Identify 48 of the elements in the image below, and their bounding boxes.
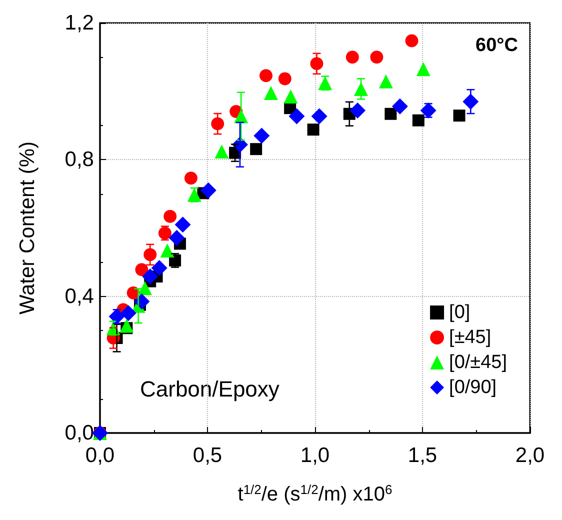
point [151, 260, 168, 276]
point [254, 128, 270, 144]
point [384, 108, 397, 120]
x-tick-label: 1,5 [408, 444, 438, 467]
point [370, 50, 384, 64]
point [142, 268, 158, 285]
point [259, 69, 272, 82]
y-tick-label: 0,4 [64, 284, 94, 308]
legend-label: [0/90] [449, 377, 497, 398]
point [278, 72, 292, 86]
point [138, 281, 152, 296]
legend-label: [±45] [449, 327, 492, 348]
point [453, 110, 466, 122]
point [264, 86, 278, 100]
legend-label: [0] [449, 302, 470, 323]
legend-label: [0/±45] [449, 352, 508, 373]
y-tick-label: 0,0 [64, 422, 94, 444]
y-tick-label: 0,8 [64, 148, 94, 172]
x-tick-label: 1,0 [300, 444, 330, 467]
point [392, 98, 408, 114]
point [160, 244, 174, 258]
annotation: Carbon/Epoxy [140, 376, 280, 402]
point [416, 62, 430, 76]
point [250, 143, 262, 156]
point [311, 108, 328, 124]
x-tick-label: 0,0 [85, 444, 115, 467]
point [135, 263, 148, 276]
y-tick-label: 1,2 [64, 12, 94, 34]
point [307, 124, 320, 136]
point [412, 114, 424, 126]
point [168, 230, 185, 246]
point [164, 210, 177, 223]
point [200, 182, 216, 198]
y-axis-title: Water Content (%) [16, 141, 39, 315]
point [378, 74, 393, 88]
point [184, 172, 198, 185]
point [174, 216, 191, 233]
point [350, 102, 366, 118]
point [120, 305, 136, 322]
point [120, 318, 134, 333]
x-tick-label: 0,5 [192, 444, 222, 467]
annotation: 60°C [476, 35, 518, 56]
point [214, 144, 229, 158]
point [284, 89, 298, 104]
point [346, 50, 359, 64]
point [288, 108, 305, 124]
x-tick-label: 2,0 [515, 444, 545, 467]
point [405, 34, 418, 48]
